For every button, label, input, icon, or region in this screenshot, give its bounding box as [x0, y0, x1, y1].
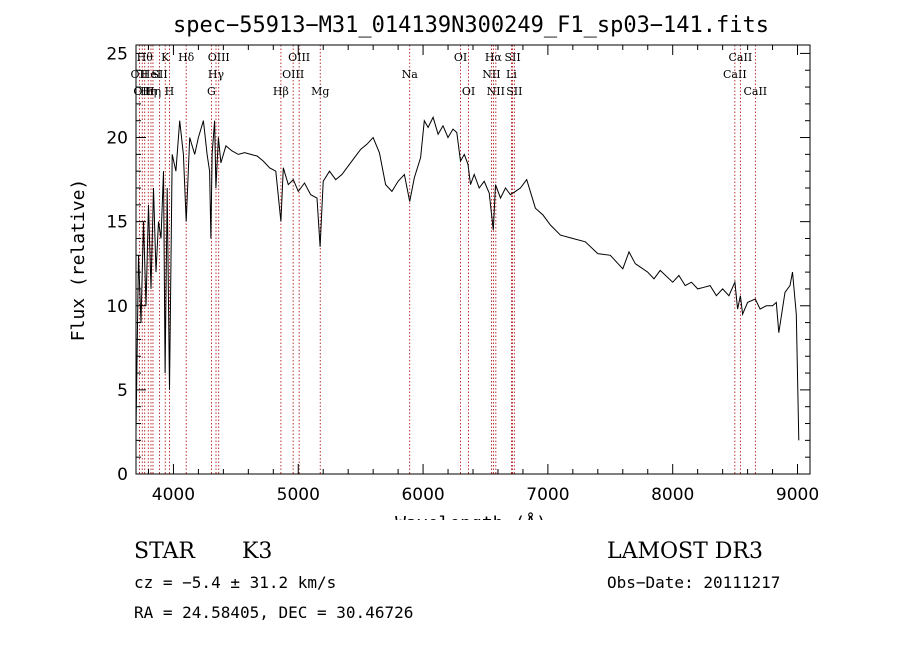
spectral-line-label: Hη	[145, 85, 161, 98]
spectral-line-label: Hγ	[208, 68, 225, 81]
object-class: STAR	[134, 539, 195, 564]
spectral-line-label: Hα	[485, 51, 503, 64]
spectral-line-label: Hδ	[178, 51, 195, 64]
spectral-line-label: SII	[506, 85, 522, 98]
spectrum-series-line	[135, 115, 800, 441]
spectral-line-label: OIII	[208, 51, 230, 64]
spectral-line-label: Mg	[311, 85, 329, 98]
spectral-line-label: NII	[487, 85, 505, 98]
spectral-line-label: CaII	[743, 85, 767, 98]
spectral-line-label: Hβ	[273, 85, 289, 98]
spectral-line-label: OIII	[288, 51, 310, 64]
x-tick-label: 6000	[401, 485, 444, 505]
spectral-line-label: OIII	[282, 68, 304, 81]
chart-title: spec−55913−M31_014139N300249_F1_sp03−141…	[173, 13, 769, 38]
redshift-velocity: cz = −5.4 ± 31.2 km/s	[134, 573, 337, 592]
y-tick-label: 15	[106, 213, 128, 233]
x-tick-label: 9000	[776, 485, 819, 505]
x-tick-label: 8000	[651, 485, 694, 505]
spectral-line-label: NII	[482, 68, 500, 81]
y-axis-ticks: 0 5 10 15 20 25	[106, 44, 810, 485]
spectral-line-label: OII	[133, 85, 151, 98]
x-tick-label: 7000	[526, 485, 569, 505]
spectral-line-label: Hη	[140, 85, 156, 98]
object-subclass: K3	[242, 539, 273, 564]
observation-date: Obs−Date: 20111217	[607, 573, 781, 592]
x-tick-label: 4000	[152, 485, 195, 505]
spectral-line-label: OI	[454, 51, 467, 64]
spectral-line-label: H	[165, 85, 175, 98]
x-tick-label: 5000	[277, 485, 320, 505]
spectrum-plot: spec−55913−M31_014139N300249_F1_sp03−141…	[68, 13, 819, 520]
spectral-line-label: Hθ	[137, 51, 154, 64]
spectral-line-labels: OII OII Hθ Hη HeI Hη SII K H Hδ G Hγ OIII Hβ OIII OIII M…	[131, 51, 768, 98]
x-axis-label: Wavelength (Å)	[395, 512, 547, 520]
y-tick-label: 20	[106, 129, 128, 149]
spectral-line-label: G	[207, 85, 216, 98]
spectral-line-label: HeI	[141, 68, 161, 81]
survey-name: LAMOST DR3	[607, 539, 763, 564]
spectral-line-label: CaII	[723, 68, 747, 81]
y-tick-label: 10	[106, 297, 128, 317]
spectral-line-label: K	[161, 51, 170, 64]
x-axis-ticks: 4000 5000 6000 7000 8000 9000	[147, 45, 819, 505]
spectral-line-label: Li	[506, 68, 517, 81]
y-tick-label: 5	[117, 381, 128, 401]
plot-frame	[135, 44, 811, 475]
spectral-line-label: CaII	[729, 51, 753, 64]
coordinates: RA = 24.58405, DEC = 30.46726	[134, 603, 414, 622]
spectral-line-label: SII	[504, 51, 520, 64]
spectral-line-label: OI	[462, 85, 475, 98]
spectral-line-label: Na	[402, 68, 419, 81]
y-tick-label: 0	[117, 465, 128, 485]
y-tick-label: 25	[106, 44, 128, 64]
spectral-line-markers	[138, 45, 756, 474]
spectral-line-label: SII	[151, 68, 167, 81]
y-axis-label: Flux (relative)	[68, 179, 89, 342]
spectral-line-label: OII	[131, 68, 149, 81]
